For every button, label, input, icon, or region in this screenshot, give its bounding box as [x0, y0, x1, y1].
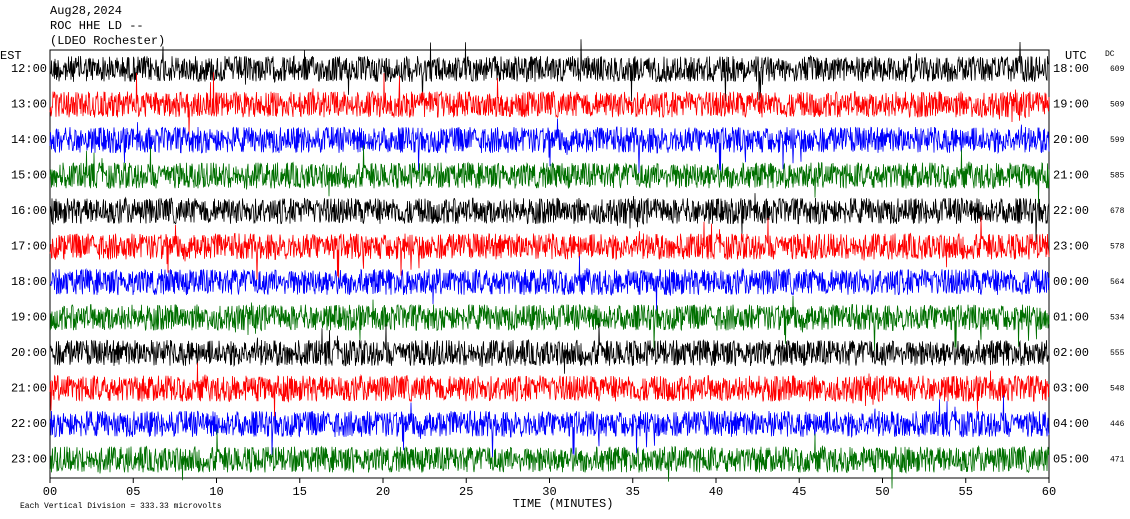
- trace: [49, 256, 1050, 312]
- dc-label: 678: [1110, 207, 1125, 216]
- dc-label: 555: [1110, 349, 1125, 358]
- trace: [49, 118, 1050, 174]
- title-line: ROC HHE LD --: [50, 19, 144, 33]
- x-tick-label: 35: [626, 485, 640, 499]
- dc-label: 599: [1110, 136, 1125, 145]
- dc-label: 609: [1110, 65, 1125, 74]
- trace: [49, 295, 1050, 351]
- x-tick-label: 20: [376, 485, 390, 499]
- dc-label: 548: [1110, 385, 1125, 394]
- trace: [49, 145, 1050, 205]
- utc-label: 22:00: [1053, 204, 1089, 218]
- dc-title: DC: [1105, 50, 1115, 59]
- est-label: 13:00: [11, 98, 47, 112]
- x-tick-label: 30: [542, 485, 556, 499]
- x-tick-label: 25: [459, 485, 473, 499]
- x-tick-label: 40: [709, 485, 723, 499]
- trace: [49, 72, 1050, 135]
- est-label: 18:00: [11, 275, 47, 289]
- est-label: 16:00: [11, 204, 47, 218]
- x-tick-label: 45: [792, 485, 806, 499]
- x-axis-label: TIME (MINUTES): [513, 497, 614, 511]
- x-tick-label: 10: [209, 485, 223, 499]
- dc-label: 471: [1110, 456, 1125, 465]
- est-label: 21:00: [11, 382, 47, 396]
- x-tick-label: 15: [293, 485, 307, 499]
- title-line: Aug28,2024: [50, 4, 122, 18]
- right-axis-title: UTC: [1065, 49, 1087, 63]
- utc-label: 02:00: [1053, 346, 1089, 360]
- est-label: 15:00: [11, 169, 47, 183]
- trace: [49, 429, 1050, 489]
- est-label: 22:00: [11, 417, 47, 431]
- x-tick-label: 60: [1042, 485, 1056, 499]
- est-label: 19:00: [11, 311, 47, 325]
- utc-label: 23:00: [1053, 240, 1089, 254]
- est-label: 12:00: [11, 62, 47, 76]
- trace: [49, 395, 1050, 458]
- est-label: 23:00: [11, 453, 47, 467]
- utc-label: 21:00: [1053, 169, 1089, 183]
- est-label: 17:00: [11, 240, 47, 254]
- dc-label: 564: [1110, 278, 1125, 287]
- dc-label: 578: [1110, 243, 1125, 252]
- x-tick-label: 55: [959, 485, 973, 499]
- utc-label: 00:00: [1053, 275, 1089, 289]
- dc-label: 509: [1110, 101, 1125, 110]
- utc-label: 19:00: [1053, 98, 1089, 112]
- utc-label: 03:00: [1053, 382, 1089, 396]
- utc-label: 01:00: [1053, 311, 1089, 325]
- est-label: 14:00: [11, 133, 47, 147]
- x-tick-label: 50: [875, 485, 889, 499]
- est-label: 20:00: [11, 346, 47, 360]
- utc-label: 18:00: [1053, 62, 1089, 76]
- trace: [49, 39, 1050, 102]
- trace: [49, 193, 1050, 242]
- utc-label: 05:00: [1053, 453, 1089, 467]
- title-line: (LDEO Rochester): [50, 34, 165, 48]
- left-axis-title: EST: [0, 49, 22, 63]
- trace: [49, 216, 1050, 280]
- dc-label: 585: [1110, 172, 1125, 181]
- utc-label: 04:00: [1053, 417, 1089, 431]
- x-tick-label: 05: [126, 485, 140, 499]
- dc-label: 534: [1110, 314, 1125, 323]
- utc-label: 20:00: [1053, 133, 1089, 147]
- trace: [49, 322, 1050, 374]
- trace: [49, 362, 1050, 418]
- dc-label: 446: [1110, 420, 1125, 429]
- x-tick-label: 00: [43, 485, 57, 499]
- footnote: Each Vertical Division = 333.33 microvol…: [20, 502, 222, 511]
